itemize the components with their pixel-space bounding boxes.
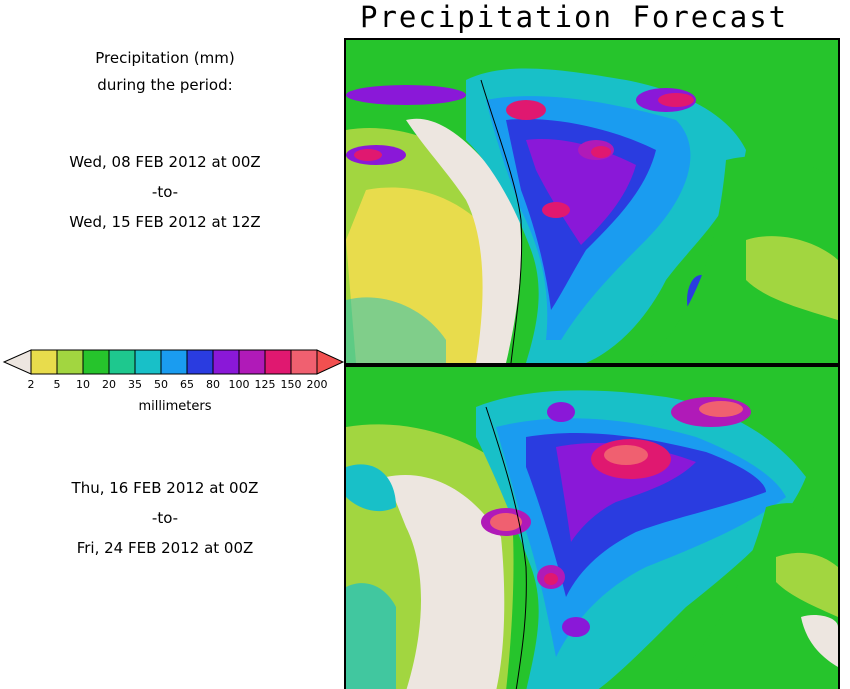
colorbar-tick-label: 200: [306, 378, 328, 391]
colorbar-cell: [264, 349, 292, 375]
colorbar-tick-label: 150: [280, 378, 302, 391]
colorbar-cell: [238, 349, 266, 375]
colorbar-units: millimeters: [138, 399, 212, 414]
colorbar-cell: [134, 349, 162, 375]
colorbar-cell: [82, 349, 110, 375]
colorbar-tick-label: 50: [154, 378, 168, 391]
colorbar-cell: [30, 349, 58, 375]
page-title: Precipitation Forecast: [360, 0, 789, 34]
period-1-start: Wed, 08 FEB 2012 at 00Z: [69, 153, 261, 171]
legend-heading-line1: Precipitation (mm): [95, 49, 235, 67]
period-1-end: Wed, 15 FEB 2012 at 12Z: [69, 213, 261, 231]
colorbar-high-arrow: [316, 349, 345, 375]
legend-heading: Precipitation (mm) during the period:: [40, 45, 290, 99]
period-2: Thu, 16 FEB 2012 at 00Z -to- Fri, 24 FEB…: [20, 473, 310, 563]
period-2-sep: -to-: [151, 509, 179, 527]
colorbar-tick-label: 100: [228, 378, 250, 391]
colorbar-tick-label: 65: [180, 378, 194, 391]
colorbar-cell: [56, 349, 84, 375]
colorbar-tick-label: 80: [206, 378, 220, 391]
forecast-map-week1: [344, 38, 840, 365]
colorbar-cell: [290, 349, 318, 375]
forecast-map-week2: [344, 365, 840, 689]
colorbar-cell: [186, 349, 214, 375]
colorbar-cell: [212, 349, 240, 375]
period-1-sep: -to-: [151, 183, 179, 201]
period-2-start: Thu, 16 FEB 2012 at 00Z: [71, 479, 259, 497]
period-1: Wed, 08 FEB 2012 at 00Z -to- Wed, 15 FEB…: [20, 147, 310, 237]
colorbar-cell: [160, 349, 188, 375]
legend-heading-line2: during the period:: [97, 76, 233, 94]
colorbar-tick-label: 35: [128, 378, 142, 391]
colorbar-tick-label: 125: [254, 378, 276, 391]
colorbar-tick-label: 10: [76, 378, 90, 391]
period-2-end: Fri, 24 FEB 2012 at 00Z: [76, 539, 254, 557]
colorbar: [2, 349, 345, 375]
colorbar-low-arrow: [2, 349, 32, 375]
colorbar-tick-label: 5: [53, 378, 61, 391]
colorbar-cell: [108, 349, 136, 375]
colorbar-tick-label: 2: [27, 378, 35, 391]
colorbar-tick-label: 20: [102, 378, 116, 391]
